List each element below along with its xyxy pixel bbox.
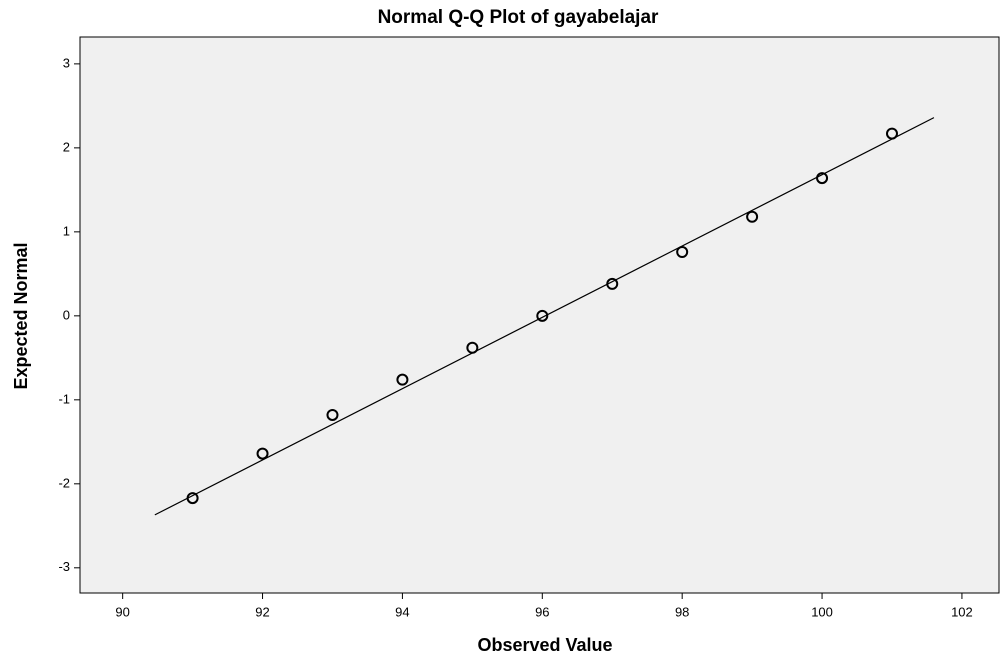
y-tick-label: -2: [58, 475, 70, 490]
y-axis-label: Expected Normal: [11, 242, 31, 389]
y-tick-label: -3: [58, 559, 70, 574]
x-tick-label: 92: [255, 604, 269, 619]
x-axis-label: Observed Value: [477, 635, 612, 655]
x-tick-label: 94: [395, 604, 409, 619]
plot-area: [80, 37, 999, 593]
y-tick-label: 3: [63, 55, 70, 70]
y-tick-label: -1: [58, 391, 70, 406]
x-tick-label: 90: [115, 604, 129, 619]
y-tick-label: 0: [63, 307, 70, 322]
y-tick-label: 1: [63, 223, 70, 238]
x-tick-label: 102: [951, 604, 973, 619]
x-tick-label: 98: [675, 604, 689, 619]
chart-title: Normal Q-Q Plot of gayabelajar: [378, 7, 659, 28]
chart: Normal Q-Q Plot of gayabelajar Observed …: [0, 0, 1000, 664]
x-tick-label: 100: [811, 604, 833, 619]
y-tick-label: 2: [63, 139, 70, 154]
x-tick-label: 96: [535, 604, 549, 619]
